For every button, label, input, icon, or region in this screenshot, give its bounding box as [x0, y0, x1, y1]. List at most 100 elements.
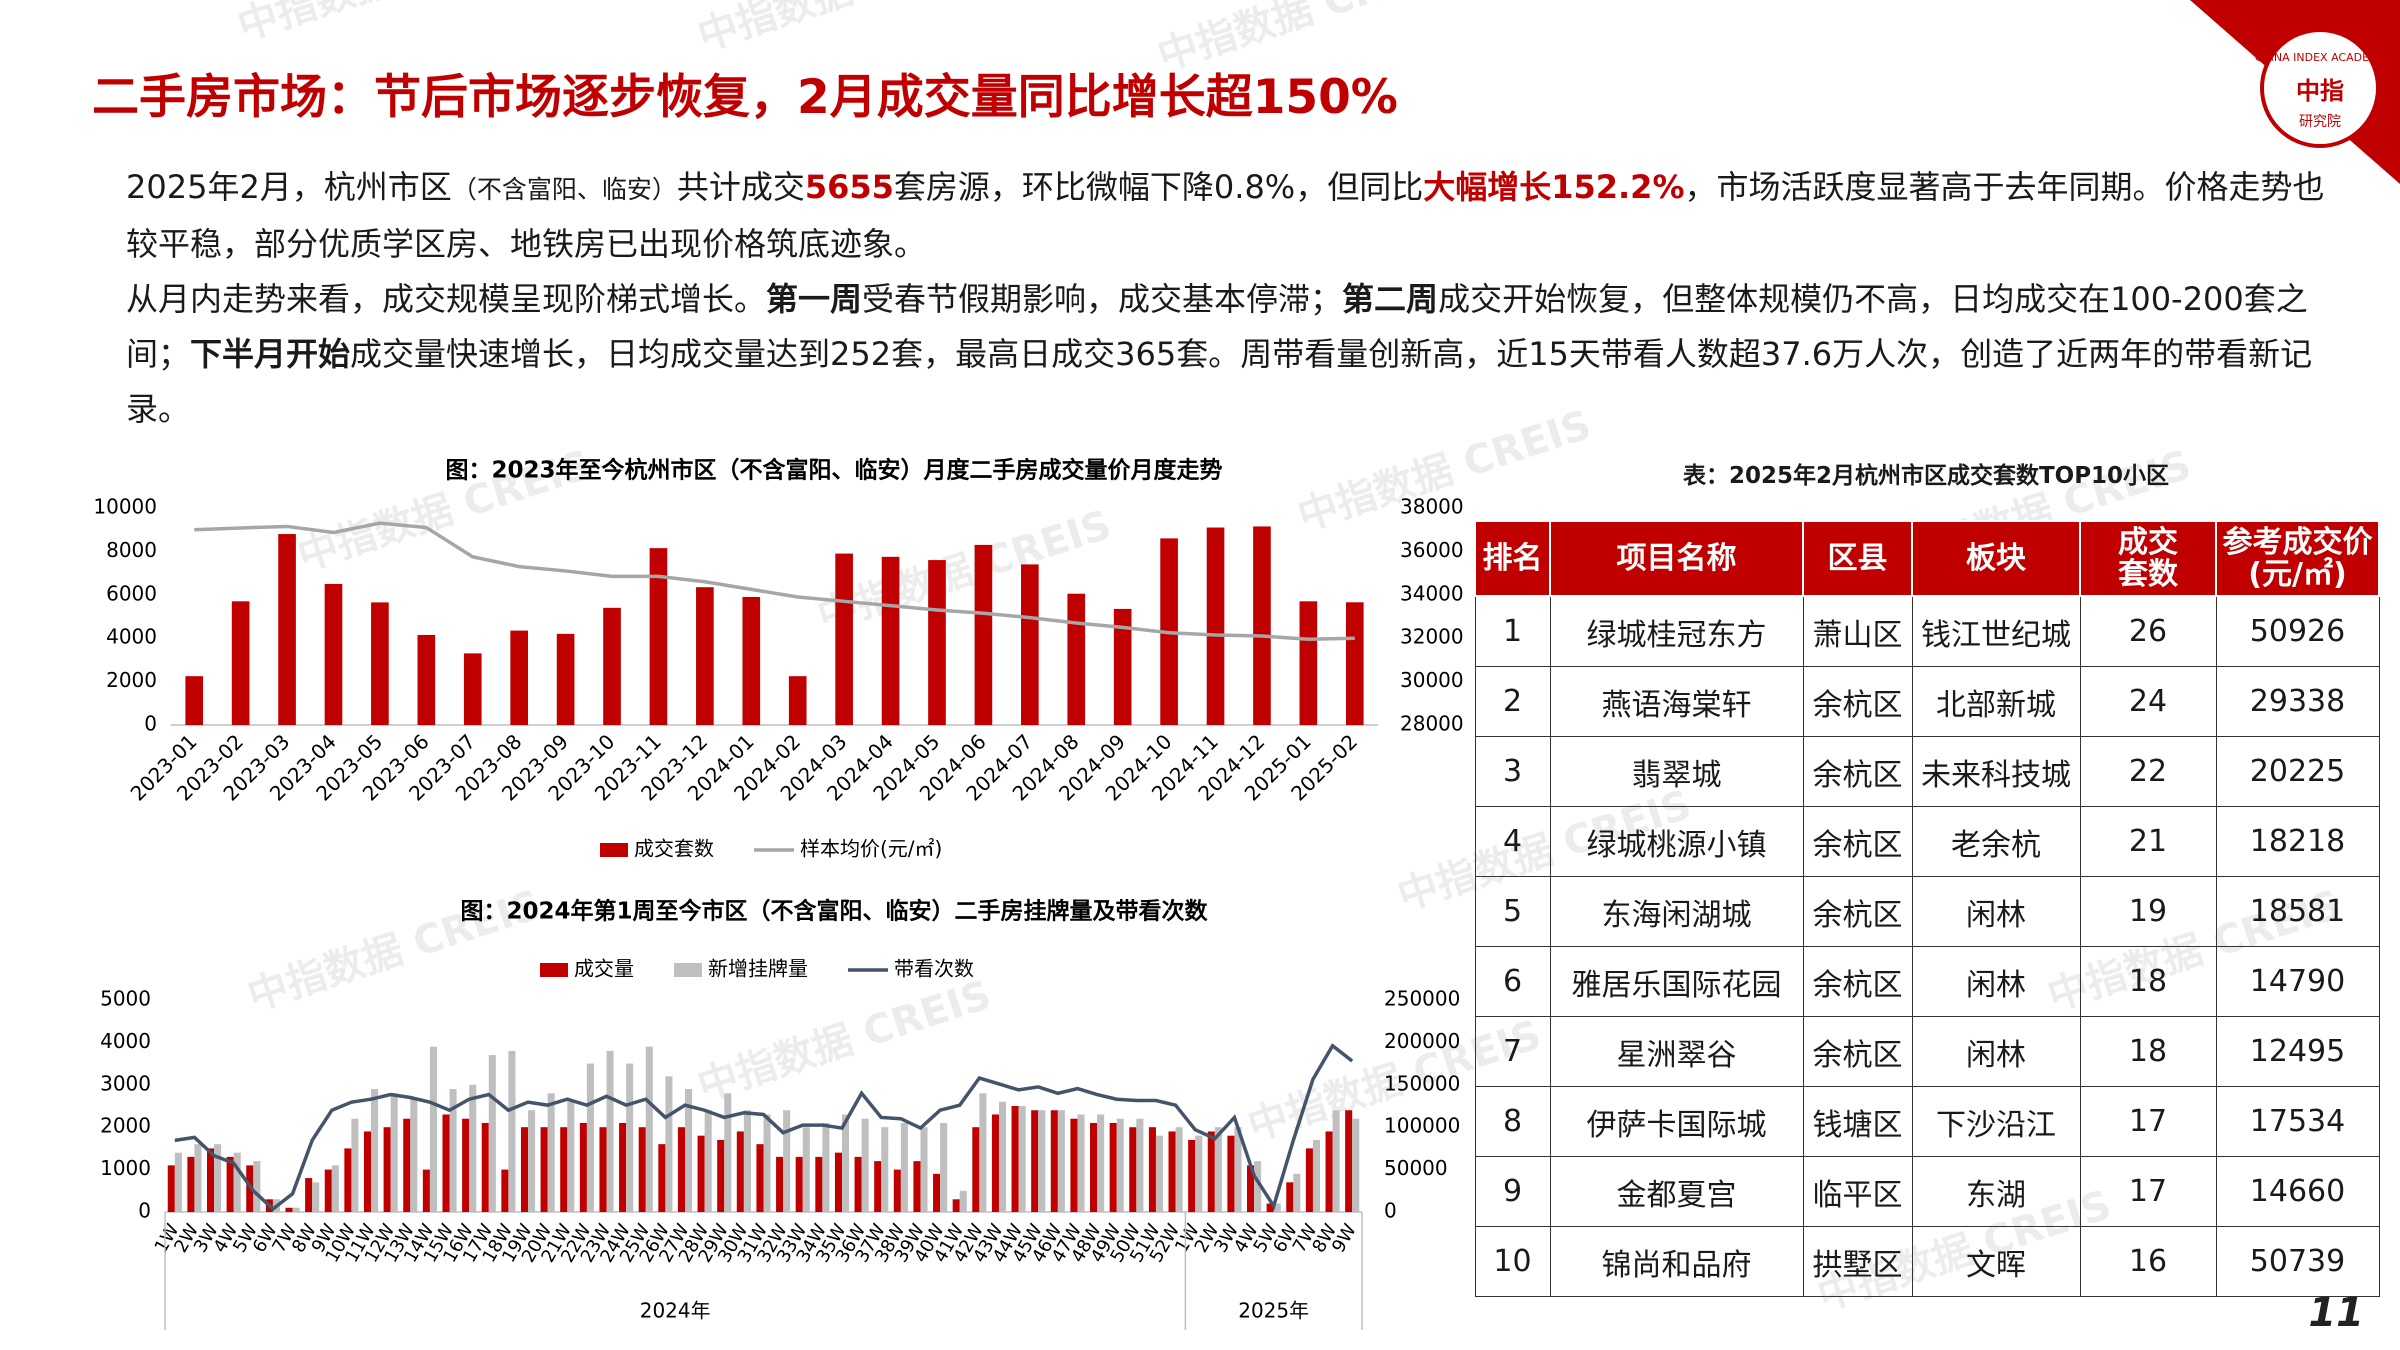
bullet-text: 第一周 — [766, 280, 863, 318]
y2-tick-label: 32000 — [1400, 625, 1464, 649]
y2-tick-label: 200000 — [1384, 1029, 1460, 1053]
y-tick-label: 8000 — [106, 538, 157, 562]
y2-tick-label: 150000 — [1384, 1071, 1460, 1095]
bar — [881, 1127, 889, 1212]
table-cell: 燕语海棠轩 — [1549, 666, 1804, 737]
bar — [1188, 1139, 1196, 1212]
table-cell: 18 — [2079, 946, 2217, 1017]
table-cell: 18 — [2079, 1016, 2217, 1087]
watermark: 中指数据 CREIS — [692, 0, 996, 60]
table-cell: 12495 — [2215, 1016, 2380, 1087]
bar — [1266, 1203, 1274, 1212]
bar — [697, 1135, 705, 1212]
column-header: 成交 套数 — [2079, 520, 2217, 597]
legend-label: 带看次数 — [894, 957, 974, 981]
bar — [324, 1169, 332, 1212]
bar — [547, 1093, 555, 1212]
bar — [638, 1127, 646, 1212]
bar — [626, 1063, 634, 1212]
bar — [606, 1050, 614, 1212]
bar — [510, 630, 528, 725]
table-cell: 19 — [2079, 876, 2217, 947]
bar — [979, 1093, 987, 1212]
table-cell: 50739 — [2215, 1226, 2380, 1297]
bar — [1312, 1139, 1321, 1212]
table-cell: 闲林 — [1911, 876, 2081, 947]
bar — [834, 1152, 842, 1212]
slide-title: 二手房市场：节后市场逐步恢复，2月成交量同比增长超150% — [92, 70, 1398, 125]
bar — [206, 1148, 215, 1212]
bar — [1067, 593, 1086, 725]
chart-title: 图：2024年第1周至今市区（不含富阳、临安）二手房挂牌量及带看次数 — [460, 898, 1208, 925]
legend-label: 新增挂牌量 — [708, 957, 808, 981]
bar — [1299, 601, 1318, 725]
bullet-text: （不含富阳、临安） — [451, 175, 677, 204]
table-row: 5 东海闲湖城 余杭区 闲林 19 18581 — [1474, 876, 2380, 947]
table-cell: 东海闲湖城 — [1549, 876, 1804, 947]
bar — [324, 583, 343, 725]
column-header: 排名 — [1474, 520, 1551, 597]
bar — [881, 556, 900, 725]
legend-label: 成交量 — [574, 957, 634, 981]
bar — [1116, 1118, 1124, 1212]
bullet-text: 下半月开始 — [190, 335, 351, 373]
bar — [305, 1178, 313, 1212]
bar — [1057, 1110, 1065, 1212]
y2-tick-label: 38000 — [1400, 495, 1464, 519]
bar — [1325, 1131, 1333, 1212]
table-cell: 余杭区 — [1802, 736, 1913, 807]
y2-tick-label: 50000 — [1384, 1156, 1448, 1180]
y2-tick-label: 36000 — [1400, 538, 1464, 562]
bullet-list: 2025年2月，杭州市区（不含富阳、临安）共计成交5655套房源，环比微幅下降0… — [126, 160, 2356, 437]
bar — [717, 1139, 725, 1212]
bullet-text: 第二周 — [1342, 280, 1439, 318]
bar — [1253, 526, 1271, 725]
logo-badge — [2260, 28, 2380, 148]
bar — [776, 1156, 784, 1212]
group-label: 2024年 — [640, 1299, 711, 1323]
table-cell: 17 — [2079, 1086, 2217, 1157]
bar — [351, 1118, 359, 1212]
bar — [815, 1156, 823, 1212]
bullet-text: 从月内走势来看，成交规模呈现阶梯式增长。 — [126, 280, 767, 318]
table-cell: 21 — [2079, 806, 2217, 877]
bar — [959, 1190, 967, 1212]
y-tick-label: 10000 — [93, 495, 157, 519]
bar — [1247, 1165, 1255, 1212]
bar — [586, 1063, 594, 1212]
table-cell: 绿城桂冠东方 — [1549, 595, 1804, 667]
bar — [696, 587, 714, 725]
column-header: 区县 — [1802, 520, 1913, 597]
logo-mark: 中指 — [2296, 77, 2344, 105]
bar — [383, 1127, 391, 1212]
bar — [1345, 602, 1364, 725]
bar — [410, 1097, 418, 1212]
bar — [390, 1093, 398, 1212]
bar — [933, 1173, 941, 1212]
table-cell: 4 — [1474, 806, 1551, 877]
bar — [677, 1127, 686, 1212]
bar — [285, 1207, 293, 1212]
bar — [1018, 1106, 1026, 1212]
bar — [645, 1046, 653, 1212]
bullet-text: 5655 — [804, 168, 894, 206]
table-row: 2 燕语海棠轩 余杭区 北部新城 24 29338 — [1474, 666, 2380, 737]
table-row: 9 金都夏宫 临平区 东湖 17 14660 — [1474, 1156, 2380, 1227]
bar — [1207, 1131, 1215, 1212]
bar — [1136, 1118, 1144, 1212]
table-row: 6 雅居乐国际花园 余杭区 闲林 18 14790 — [1474, 946, 2380, 1017]
bar — [665, 1076, 673, 1212]
bullet-text: 成交开始恢复，但整体规模仍不高，日均成交在100-200套之间； — [126, 280, 2308, 373]
bullet-text: 受春节假期影响，成交基本停滞； — [862, 280, 1343, 318]
bullet-text: 大幅增长152.2% — [1423, 168, 1685, 206]
bar — [278, 534, 296, 725]
table-row: 7 星洲翠谷 余杭区 闲林 18 12495 — [1474, 1016, 2380, 1087]
y-tick-label: 0 — [138, 1199, 151, 1223]
bar — [1195, 1135, 1203, 1212]
y-tick-label: 3000 — [100, 1071, 151, 1095]
bar — [742, 596, 761, 725]
bullet-text: 共计成交 — [676, 168, 805, 206]
bar — [508, 1050, 516, 1212]
bar — [1090, 1122, 1098, 1212]
bar — [540, 1127, 548, 1212]
